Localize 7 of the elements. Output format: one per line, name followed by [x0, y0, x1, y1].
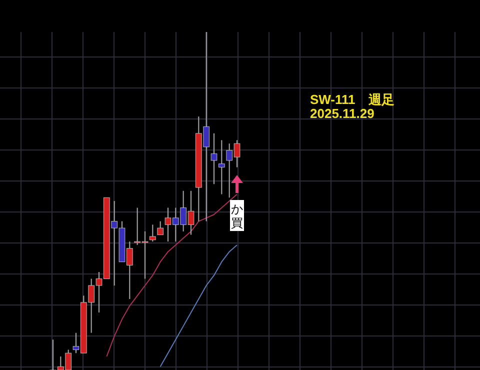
- candlestick: [157, 220, 164, 236]
- candlestick: [150, 224, 156, 242]
- text: SW-111 週足: [310, 92, 394, 107]
- candlestick: [210, 132, 218, 185]
- text: 2025.11.29: [310, 106, 374, 121]
- annotation: か買: [231, 202, 243, 230]
- candlestick: [218, 140, 225, 195]
